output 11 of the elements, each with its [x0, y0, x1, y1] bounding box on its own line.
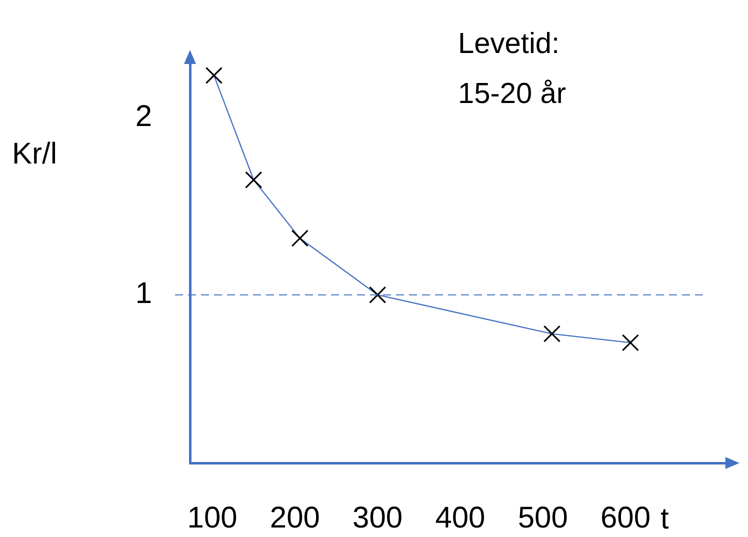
x-tick-label: 300: [352, 501, 403, 534]
y-tick-label: 1: [135, 277, 152, 310]
y-tick-label: 2: [135, 100, 152, 134]
annotation: Levetid: 15-20 år: [458, 28, 566, 110]
x-tick-label: 100: [187, 501, 238, 534]
x-tick-label: 500: [518, 501, 568, 534]
x-tick-label: 600: [600, 501, 651, 534]
x-tick-label: 200: [270, 501, 320, 534]
x-axis-title: t: [660, 502, 670, 536]
y-axis-title: Kr/l: [12, 137, 57, 170]
x-tick-label: 400: [435, 501, 486, 534]
